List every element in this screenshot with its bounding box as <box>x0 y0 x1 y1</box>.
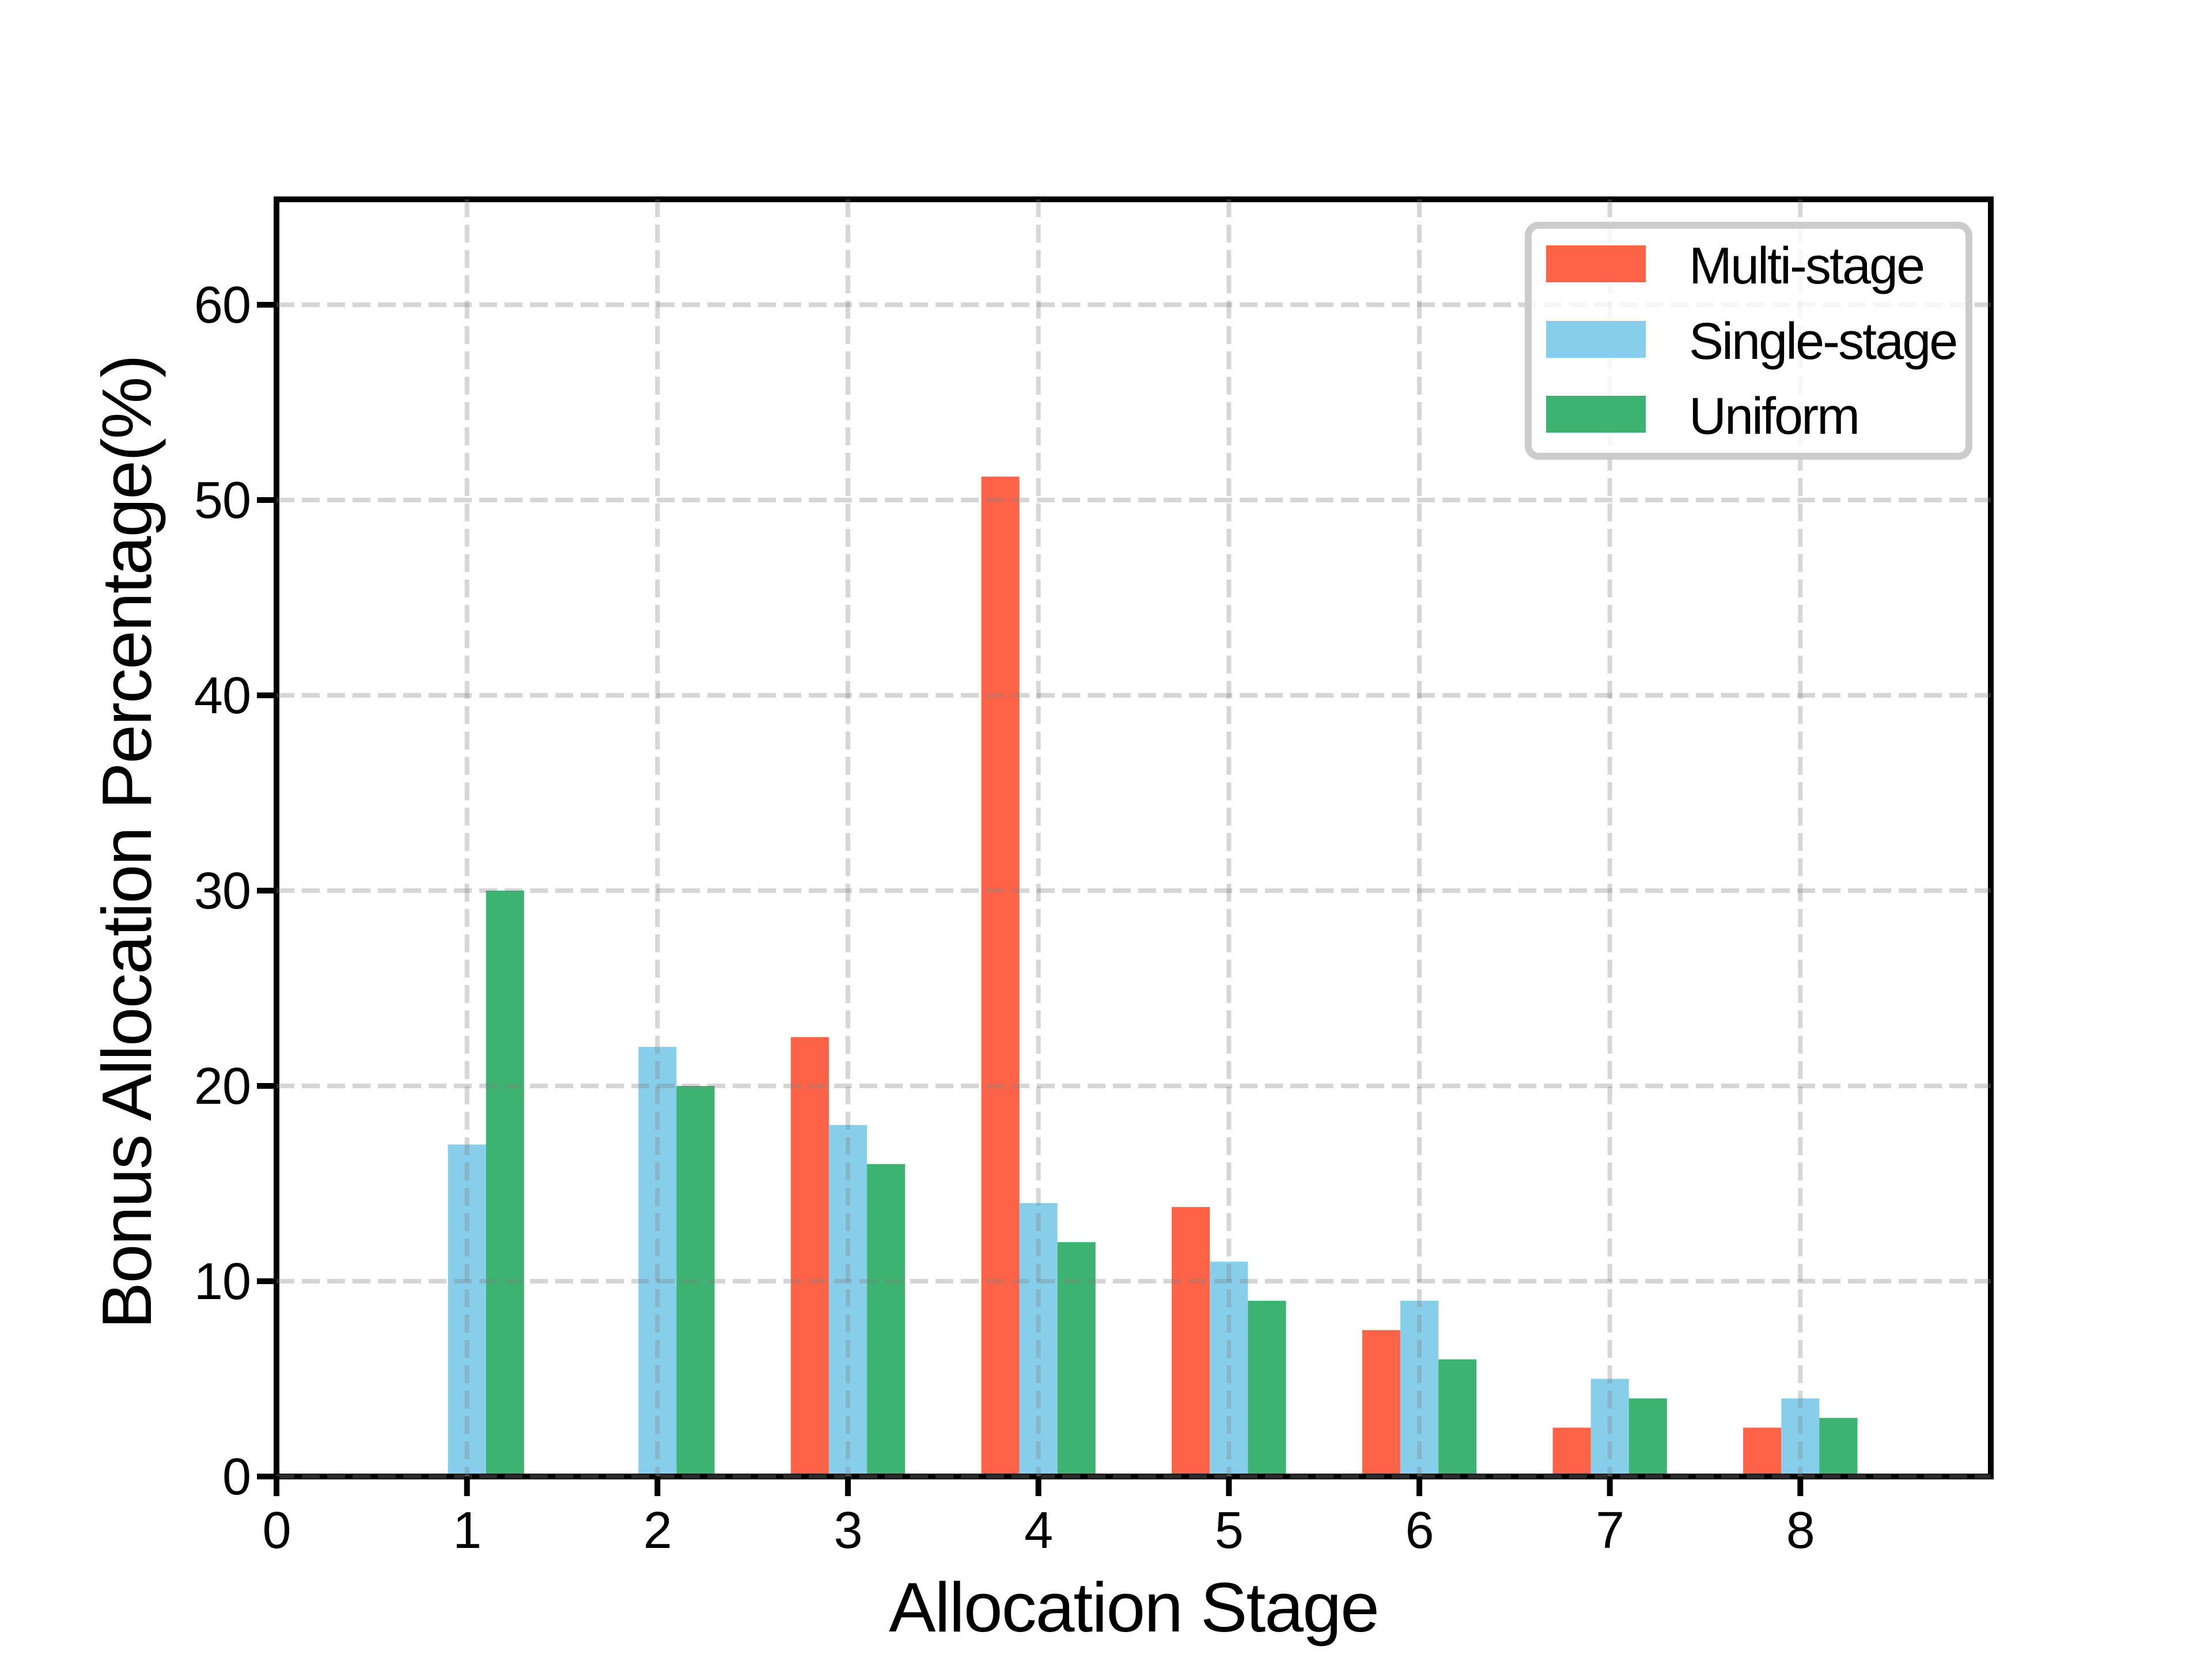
bar-uniform-stage-7 <box>1628 1398 1667 1477</box>
y-tick-label-60: 60 <box>194 277 251 334</box>
bar-single-stage-stage-8 <box>1781 1398 1820 1477</box>
bar-uniform-stage-5 <box>1248 1300 1286 1477</box>
legend-label-single-stage: Single-stage <box>1689 313 1956 370</box>
axis-ticks <box>257 302 1804 1496</box>
y-tick-label-20: 20 <box>194 1058 251 1115</box>
legend-item-single-stage: Single-stage <box>1546 313 1958 370</box>
bar-multi-stage-stage-5 <box>1172 1207 1210 1477</box>
y-tick-label-30: 30 <box>194 862 251 920</box>
bar-uniform-stage-6 <box>1438 1359 1477 1477</box>
legend: Multi-stage Single-stage Uniform <box>1525 222 1972 460</box>
x-tick-label-7: 7 <box>1596 1502 1624 1559</box>
legend-swatch-single-stage <box>1546 321 1646 358</box>
x-axis-label: Allocation Stage <box>889 1568 1378 1646</box>
bar-multi-stage-stage-8 <box>1743 1428 1782 1477</box>
bar-single-stage-stage-3 <box>828 1125 867 1477</box>
bar-single-stage-stage-7 <box>1590 1379 1629 1477</box>
legend-item-multi-stage: Multi-stage <box>1546 237 1925 295</box>
bar-single-stage-stage-2 <box>638 1047 677 1477</box>
x-tick-label-3: 3 <box>834 1502 862 1559</box>
bar-multi-stage-stage-7 <box>1552 1428 1591 1477</box>
bar-uniform-stage-2 <box>676 1086 715 1477</box>
legend-swatch-multi-stage <box>1546 245 1646 282</box>
x-tick-label-5: 5 <box>1215 1502 1243 1559</box>
bar-single-stage-stage-5 <box>1210 1262 1248 1477</box>
y-tick-label-50: 50 <box>194 472 251 529</box>
bar-multi-stage-stage-6 <box>1362 1330 1400 1477</box>
x-tick-label-6: 6 <box>1405 1502 1433 1559</box>
x-tick-label-2: 2 <box>643 1502 672 1559</box>
bar-uniform-stage-8 <box>1819 1418 1858 1477</box>
legend-label-multi-stage: Multi-stage <box>1689 237 1923 295</box>
plot-border <box>274 196 1994 1479</box>
y-axis-label: Bonus Allocation Percentage(%) <box>88 355 166 1329</box>
legend-swatch-uniform <box>1546 396 1646 433</box>
y-tick-labels: 0 10 20 30 40 50 60 <box>194 277 251 1506</box>
bar-groups <box>448 476 1858 1477</box>
legend-item-uniform: Uniform <box>1546 388 1860 445</box>
bar-multi-stage-stage-3 <box>790 1037 829 1477</box>
bar-multi-stage-stage-4 <box>981 476 1020 1477</box>
y-tick-label-40: 40 <box>194 667 251 725</box>
bar-uniform-stage-3 <box>867 1164 906 1477</box>
x-tick-label-1: 1 <box>453 1502 481 1559</box>
y-tick-label-10: 10 <box>194 1253 251 1311</box>
x-tick-labels: 0 1 2 3 4 5 6 7 8 <box>262 1502 1815 1559</box>
x-tick-label-4: 4 <box>1024 1502 1052 1559</box>
x-tick-label-0: 0 <box>262 1502 290 1559</box>
bar-single-stage-stage-4 <box>1019 1203 1058 1477</box>
bar-single-stage-stage-6 <box>1400 1300 1438 1477</box>
legend-label-uniform: Uniform <box>1689 388 1858 445</box>
bar-single-stage-stage-1 <box>448 1144 486 1477</box>
bar-uniform-stage-1 <box>486 891 524 1477</box>
x-tick-label-8: 8 <box>1786 1502 1815 1559</box>
y-tick-label-0: 0 <box>222 1448 251 1506</box>
bar-uniform-stage-4 <box>1057 1242 1096 1477</box>
